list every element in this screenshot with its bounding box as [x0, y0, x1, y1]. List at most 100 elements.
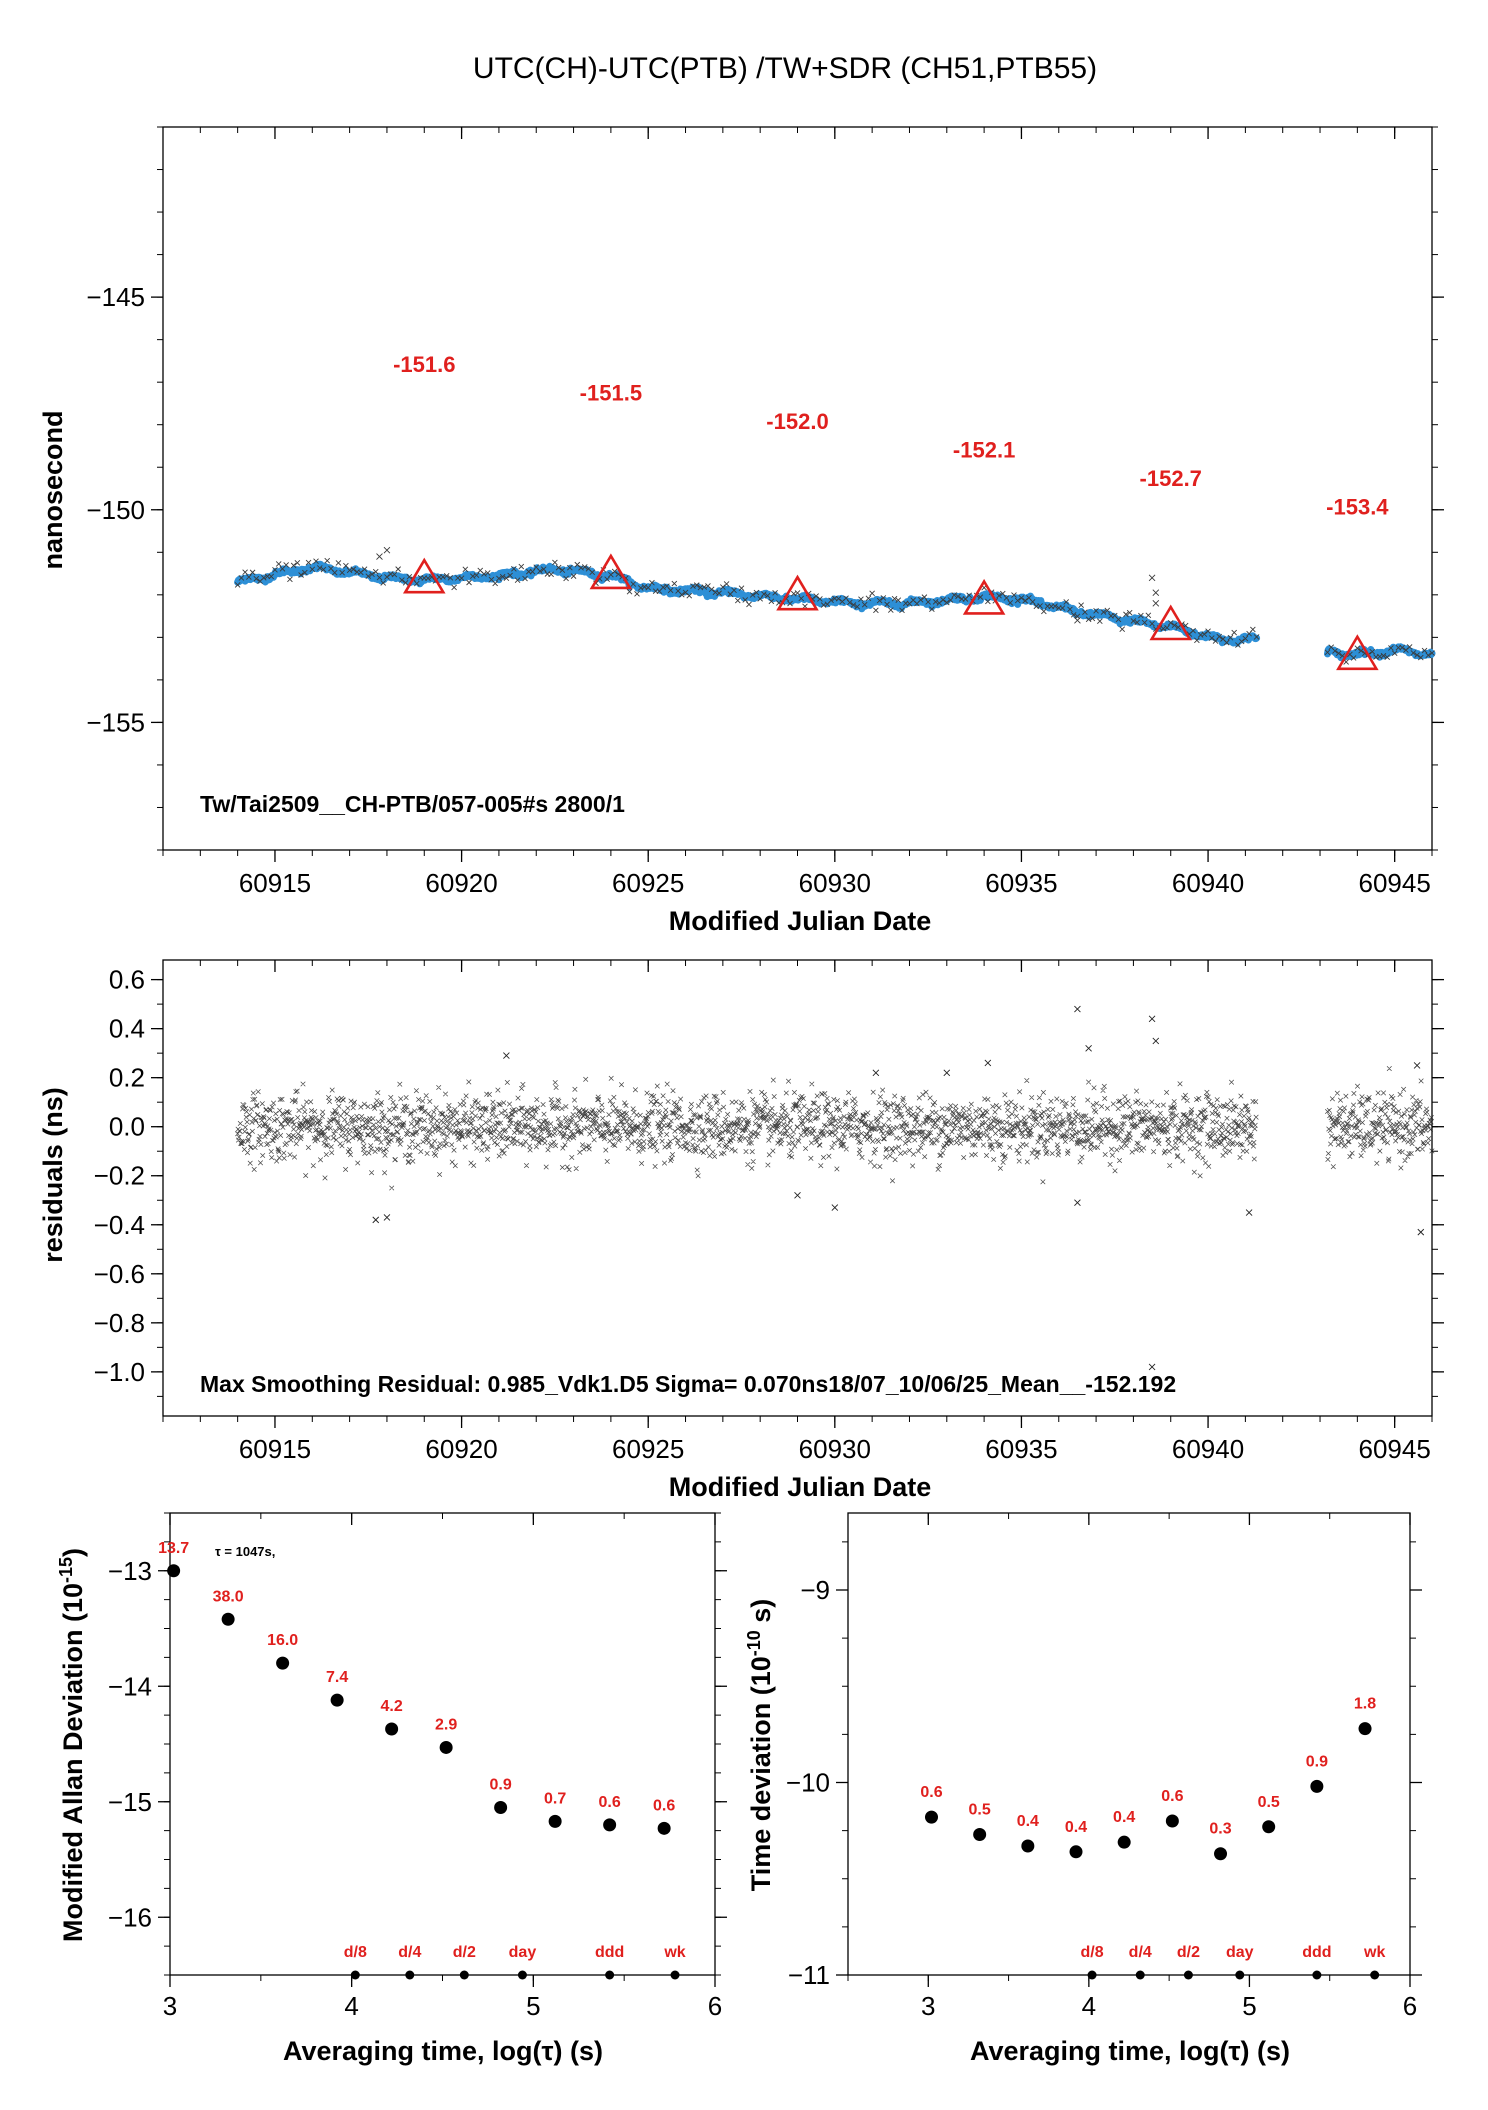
mdev-point-label: 0.9: [490, 1777, 512, 1794]
main-xtick-label: 60920: [425, 868, 497, 898]
main-xtick-label: 60915: [239, 868, 311, 898]
main-data-point: [1138, 612, 1144, 619]
tdev-period-mark: [1370, 1970, 1380, 1980]
tdev-period-mark: [1183, 1970, 1193, 1980]
main-data-point: [331, 569, 338, 576]
main-data-point: [1003, 595, 1010, 601]
residual-outlier: [943, 1069, 951, 1077]
main-data-point: [813, 593, 819, 599]
main-data-point: [817, 596, 823, 602]
main-data-point: [1421, 647, 1428, 654]
main-outlier: [1152, 589, 1160, 597]
main-data-point: [290, 562, 297, 569]
main-data-point: [507, 572, 513, 579]
tdev-ylabel: Time deviation (10-10 s): [744, 1599, 776, 1892]
main-data-point: [873, 607, 879, 614]
residuals-xtick-label: 60920: [425, 1434, 497, 1464]
main-data-point: [384, 574, 390, 580]
main-data-point: [552, 559, 558, 566]
tdev-point-label: 0.6: [920, 1784, 942, 1801]
tdev-point: [924, 1810, 938, 1824]
main-axes: 60915 60920 60925 60930 60935 60940 60945 −145 −…: [86, 126, 1444, 898]
main-data-point: [1141, 619, 1148, 626]
tdev-period-mark: [1312, 1970, 1322, 1980]
residual-outlier: [1074, 1005, 1081, 1013]
main-data-point: [458, 575, 465, 582]
main-xtick-label: 60940: [1172, 868, 1244, 898]
main-data-point: [440, 574, 446, 580]
tdev-ytick-label: −10: [786, 1768, 830, 1798]
main-data-point: [660, 584, 666, 591]
main-data-point: [1018, 595, 1025, 601]
main-data-point: [604, 576, 610, 583]
mdev-point-label: 0.6: [599, 1794, 621, 1811]
mdev-tau-note: τ = 1047s,: [215, 1544, 275, 1559]
main-data-point: [611, 568, 618, 575]
mdev-period-mark: [459, 1970, 469, 1980]
mdev-xtick-label: 5: [526, 1991, 540, 2021]
main-data-point: [499, 573, 506, 580]
main-data-point: [1216, 633, 1223, 640]
mdev-period-label: wk: [663, 1944, 685, 1961]
main-data-point: [380, 580, 387, 586]
main-data-point: [249, 569, 256, 576]
main-data-point: [283, 562, 289, 568]
mdev-point: [548, 1814, 562, 1828]
main-data-point: [943, 599, 950, 606]
main-data-point: [1119, 626, 1126, 632]
main-marker-label: -152.7: [1140, 466, 1202, 491]
main-data-point: [1089, 615, 1096, 622]
residual-outlier: [1417, 1228, 1425, 1236]
main-data-point: [343, 562, 349, 569]
main-data-point: [1052, 603, 1058, 609]
main-data-point: [484, 570, 491, 576]
main-data-point: [1388, 645, 1394, 651]
tdev-ytick-label: −9: [800, 1575, 830, 1605]
main-data-point: [570, 573, 577, 579]
main-data-point: [1250, 626, 1256, 633]
main-data-point: [324, 557, 331, 564]
main-data-point: [701, 584, 708, 590]
main-ytick-label: −145: [86, 282, 145, 312]
main-data-point: [667, 587, 674, 594]
tdev-period-mark: [1087, 1970, 1097, 1980]
main-data-point: [260, 575, 267, 581]
main-data-point: [996, 592, 1002, 599]
main-data-point: [1414, 652, 1420, 658]
mdev-point-label: 13.7: [158, 1540, 189, 1557]
main-outlier: [383, 546, 391, 554]
main-data-point: [1104, 607, 1111, 614]
mdev-point: [330, 1693, 344, 1707]
main-data-point: [466, 579, 472, 586]
main-data-point: [399, 577, 405, 583]
main-data-point: [537, 568, 543, 574]
main-annotation: Tw/Tai2509__CH-PTB/057-005#s 2800/1: [200, 791, 625, 817]
main-data-point: [548, 571, 554, 578]
main-data-point: [242, 569, 248, 575]
main-data-point: [1201, 631, 1208, 637]
main-data-point: [406, 573, 413, 580]
mdev-period-mark: [670, 1970, 680, 1980]
residuals-xtick-label: 60945: [1359, 1434, 1431, 1464]
mdev-point-label: 7.4: [326, 1669, 348, 1686]
residuals-frame: [162, 959, 1433, 1417]
mdev-ytick-label: −14: [108, 1671, 152, 1701]
residuals-xlabel: Modified Julian Date: [669, 1472, 932, 1502]
main-data-point: [567, 564, 573, 571]
main-data-point: [1074, 613, 1081, 620]
tdev-xtick-label: 6: [1403, 1991, 1417, 2021]
main-marker-triangle: [1336, 634, 1379, 671]
main-data-point: [320, 566, 327, 573]
main-marker-triangle: [962, 578, 1006, 615]
main-data-point: [749, 592, 756, 598]
main-data-point: [1429, 650, 1435, 656]
main-data-point: [443, 572, 450, 579]
main-data-point: [529, 568, 536, 575]
tdev-xtick-label: 3: [921, 1991, 935, 2021]
main-data-point: [768, 598, 775, 605]
mdev-period-label: d/8: [344, 1944, 367, 1961]
mdev-point-label: 38.0: [213, 1588, 244, 1605]
main-data-point: [1194, 637, 1200, 644]
residuals-xtick-label: 60940: [1172, 1434, 1244, 1464]
main-data-point: [1022, 597, 1028, 604]
